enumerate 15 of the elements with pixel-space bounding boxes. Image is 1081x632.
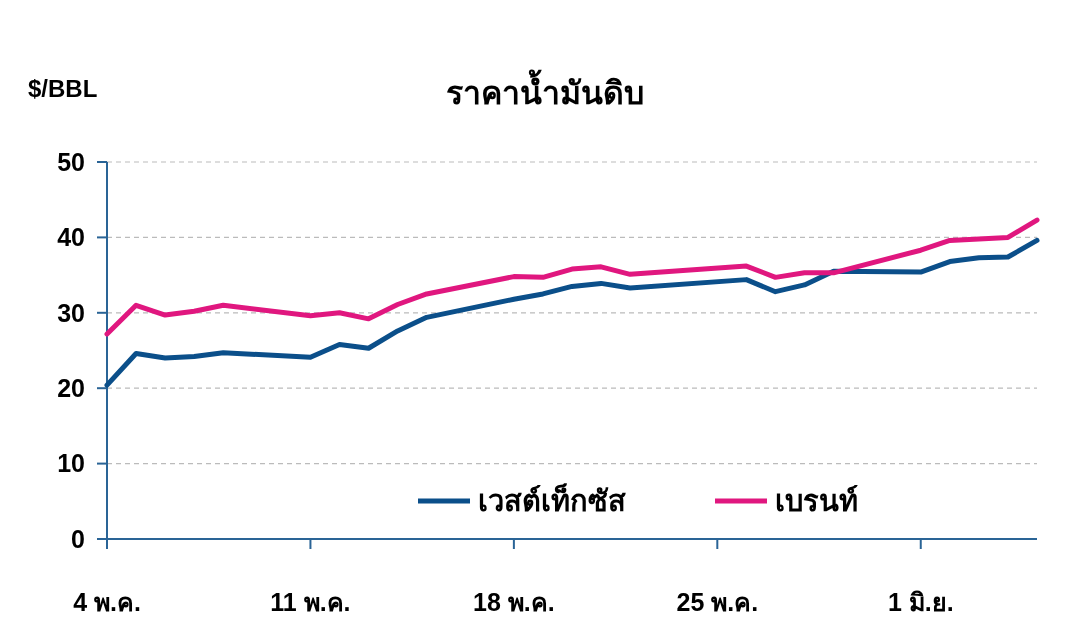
- y-tick-label: 10: [57, 449, 85, 478]
- x-tick-label: 18 พ.ค.: [473, 588, 555, 616]
- y-tick-label: 40: [57, 223, 85, 252]
- y-axis-title: $/BBL: [28, 75, 98, 102]
- x-tick-label: 4 พ.ค.: [73, 588, 141, 616]
- y-tick-label: 20: [57, 373, 85, 402]
- x-tick-label: 11 พ.ค.: [270, 588, 351, 616]
- y-tick-label: 30: [57, 298, 85, 327]
- y-tick-label: 50: [57, 147, 85, 176]
- legend-label: เบรนท์: [775, 484, 858, 518]
- y-tick-label: 0: [71, 524, 85, 553]
- chart-title: ราคาน้ำมันดิบ: [446, 69, 644, 111]
- x-tick-label: 1 มิ.ย.: [887, 588, 954, 616]
- legend-label: เวสต์เท็กซัส: [478, 483, 626, 518]
- x-tick-label: 25 พ.ค.: [676, 588, 759, 616]
